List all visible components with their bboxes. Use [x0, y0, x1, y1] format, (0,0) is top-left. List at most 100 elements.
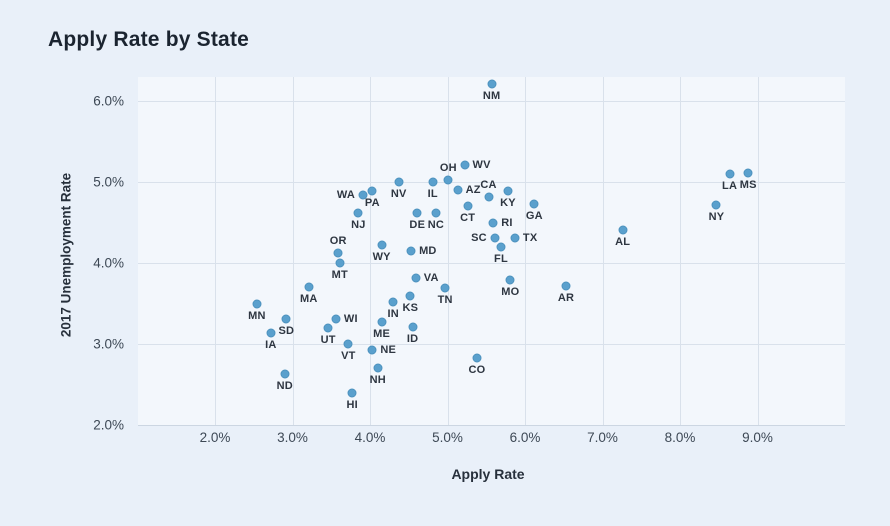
- data-point-wa[interactable]: [358, 190, 368, 200]
- data-point-ks[interactable]: [405, 291, 415, 301]
- x-tick-label-8.0%: 8.0%: [664, 430, 696, 445]
- data-point-ny[interactable]: [711, 200, 721, 210]
- data-point-la[interactable]: [725, 169, 735, 179]
- data-point-label-wi: WI: [343, 313, 358, 326]
- data-point-nm[interactable]: [487, 79, 497, 89]
- gridline-y-5.0%: [138, 181, 845, 183]
- data-point-de[interactable]: [412, 208, 422, 218]
- data-point-label-sc: SC: [471, 232, 487, 245]
- gridline-x-9.0%: [757, 77, 759, 425]
- data-point-label-ut: UT: [320, 334, 336, 347]
- data-point-wv[interactable]: [460, 160, 470, 170]
- gridline-y-3.0%: [138, 343, 845, 345]
- data-point-or[interactable]: [333, 248, 343, 258]
- data-point-nh[interactable]: [373, 363, 383, 373]
- data-point-nc[interactable]: [431, 208, 441, 218]
- data-point-label-ca: CA: [480, 178, 497, 191]
- data-point-oh[interactable]: [443, 175, 453, 185]
- data-point-label-tn: TN: [437, 293, 453, 306]
- data-point-label-nj: NJ: [351, 219, 366, 232]
- data-point-md[interactable]: [406, 246, 416, 256]
- data-point-co[interactable]: [472, 353, 482, 363]
- data-point-label-ma: MA: [300, 292, 318, 305]
- data-point-wy[interactable]: [377, 240, 387, 250]
- data-point-label-mo: MO: [501, 286, 520, 299]
- data-point-tx[interactable]: [510, 233, 520, 243]
- data-point-il[interactable]: [428, 177, 438, 186]
- y-tick-label-2.0%: 2.0%: [93, 417, 124, 432]
- data-point-ut[interactable]: [323, 323, 333, 333]
- data-point-label-or: OR: [329, 234, 347, 247]
- data-point-label-mt: MT: [331, 269, 348, 282]
- gridline-x-4.0%: [370, 77, 371, 425]
- data-point-label-oh: OH: [439, 161, 457, 174]
- data-point-mo[interactable]: [505, 275, 515, 285]
- data-point-in[interactable]: [388, 297, 398, 307]
- gridline-y-6.0%: [138, 100, 845, 102]
- data-point-mn[interactable]: [252, 299, 262, 309]
- data-point-fl[interactable]: [496, 242, 506, 252]
- data-point-label-ky: KY: [500, 197, 516, 210]
- data-point-sc[interactable]: [490, 233, 500, 243]
- plot-area: NM WV OH IL NV PA WA AZ CA KY NJ DE NC CT GA RI SC TX FL AL…: [138, 77, 845, 426]
- data-point-hi[interactable]: [347, 388, 357, 398]
- data-point-label-mn: MN: [248, 309, 266, 322]
- data-point-wi[interactable]: [331, 314, 341, 324]
- data-point-ga[interactable]: [529, 199, 539, 209]
- data-point-mt[interactable]: [335, 258, 345, 268]
- data-point-label-nv: NV: [390, 187, 407, 200]
- x-tick-label-2.0%: 2.0%: [199, 430, 231, 445]
- y-tick-label-5.0%: 5.0%: [93, 174, 124, 189]
- data-point-ri[interactable]: [488, 218, 498, 228]
- data-point-ca[interactable]: [484, 192, 494, 202]
- data-point-label-sd: SD: [278, 325, 295, 338]
- data-point-ar[interactable]: [561, 281, 571, 291]
- data-point-ma[interactable]: [304, 282, 314, 292]
- gridline-x-3.0%: [292, 77, 294, 425]
- data-point-nd[interactable]: [280, 369, 290, 379]
- data-point-az[interactable]: [453, 185, 463, 195]
- y-tick-label-3.0%: 3.0%: [93, 336, 124, 351]
- data-point-ky[interactable]: [503, 186, 513, 196]
- data-point-label-co: CO: [468, 364, 486, 377]
- data-point-label-fl: FL: [494, 253, 508, 266]
- data-point-label-ia: IA: [265, 338, 277, 351]
- data-point-al[interactable]: [618, 225, 628, 235]
- data-point-label-wv: WV: [472, 159, 491, 172]
- data-point-label-md: MD: [419, 245, 437, 258]
- data-point-label-pa: PA: [364, 197, 380, 210]
- y-tick-label-6.0%: 6.0%: [93, 93, 124, 108]
- data-point-id[interactable]: [408, 322, 418, 332]
- data-point-tn[interactable]: [440, 283, 450, 293]
- data-point-va[interactable]: [411, 273, 421, 283]
- x-tick-label-6.0%: 6.0%: [509, 430, 541, 445]
- x-tick-label-3.0%: 3.0%: [277, 430, 308, 445]
- data-point-ia[interactable]: [266, 328, 276, 338]
- data-point-pa[interactable]: [367, 186, 377, 196]
- data-point-label-ne: NE: [380, 343, 396, 356]
- x-axis-title: Apply Rate: [451, 466, 525, 482]
- data-point-label-ar: AR: [557, 291, 575, 304]
- data-point-label-wa: WA: [336, 189, 356, 202]
- data-point-label-nc: NC: [427, 219, 445, 232]
- data-point-ms[interactable]: [743, 168, 753, 178]
- data-point-label-nm: NM: [482, 90, 501, 103]
- data-point-label-il: IL: [427, 187, 438, 200]
- data-point-sd[interactable]: [281, 314, 291, 324]
- gridline-x-6.0%: [525, 77, 526, 425]
- data-point-vt[interactable]: [343, 339, 353, 349]
- data-point-me[interactable]: [377, 317, 387, 327]
- gridline-y-2.0%: [138, 424, 845, 426]
- data-point-nv[interactable]: [394, 177, 404, 186]
- data-point-ne[interactable]: [367, 345, 377, 355]
- x-tick-label-5.0%: 5.0%: [432, 430, 463, 445]
- data-point-label-az: AZ: [465, 183, 481, 196]
- data-point-label-wy: WY: [372, 250, 391, 263]
- data-point-label-nh: NH: [369, 373, 386, 386]
- data-point-label-ct: CT: [460, 211, 476, 224]
- gridline-y-4.0%: [138, 262, 845, 264]
- data-point-nj[interactable]: [353, 208, 363, 218]
- data-point-label-id: ID: [406, 333, 419, 346]
- gridline-x-8.0%: [680, 77, 681, 425]
- data-point-ct[interactable]: [463, 201, 473, 211]
